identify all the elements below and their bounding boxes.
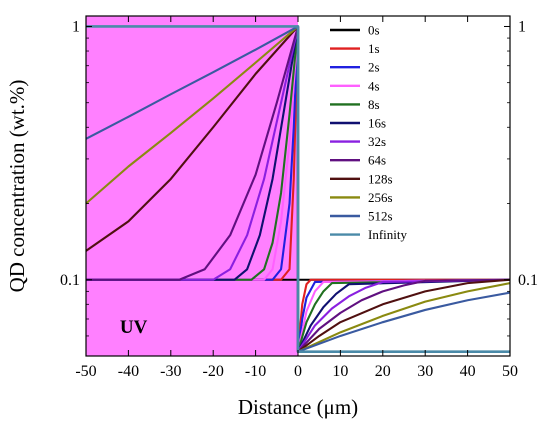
ticks-layer: -50 -40 -30 -20 -10 0 10 20 30 40 50 0.1 0.1 1 1 xyxy=(60,16,538,380)
x-tick-label: -20 xyxy=(203,363,224,380)
legend-label-0s: 0s xyxy=(368,23,380,38)
series-line-infinity xyxy=(86,25,510,353)
y-tick-label-right: 0.1 xyxy=(518,272,538,289)
y-tick-label-left: 0.1 xyxy=(60,272,80,289)
legend-label-64s: 64s xyxy=(368,153,386,168)
x-tick-label: 40 xyxy=(460,363,476,380)
x-tick-label: 10 xyxy=(332,363,348,380)
x-tick-label: -30 xyxy=(160,363,181,380)
x-tick-label: 30 xyxy=(417,363,433,380)
x-tick-label: -10 xyxy=(245,363,266,380)
legend-label-16s: 16s xyxy=(368,116,386,131)
x-axis-title: Distance (μm) xyxy=(238,395,358,419)
legend-label-512s: 512s xyxy=(368,209,393,224)
legend-label-2s: 2s xyxy=(368,60,380,75)
x-tick-label: -40 xyxy=(118,363,139,380)
y-tick-label-left: 1 xyxy=(72,18,80,35)
y-tick-label-right: 1 xyxy=(518,18,526,35)
uv-shaded-region xyxy=(86,16,298,356)
legend-label-4s: 4s xyxy=(368,78,380,93)
x-tick-label: 20 xyxy=(375,363,391,380)
legend-label-256s: 256s xyxy=(368,190,393,205)
legend-label-32s: 32s xyxy=(368,134,386,149)
legend-label-1s: 1s xyxy=(368,41,380,56)
legend: 0s 1s 2s 4s 8s 16s 32s 64s 128s 256s 512s Infinity xyxy=(330,23,407,242)
x-tick-label: 50 xyxy=(502,363,518,380)
x-tick-label: 0 xyxy=(294,363,302,380)
y-axis-title: QD concentration (wt.%) xyxy=(5,80,29,293)
legend-label-8s: 8s xyxy=(368,97,380,112)
legend-label-infinity: Infinity xyxy=(368,227,407,242)
x-tick-label: -50 xyxy=(75,363,96,380)
uv-label: UV xyxy=(120,317,148,338)
legend-label-128s: 128s xyxy=(368,171,393,186)
